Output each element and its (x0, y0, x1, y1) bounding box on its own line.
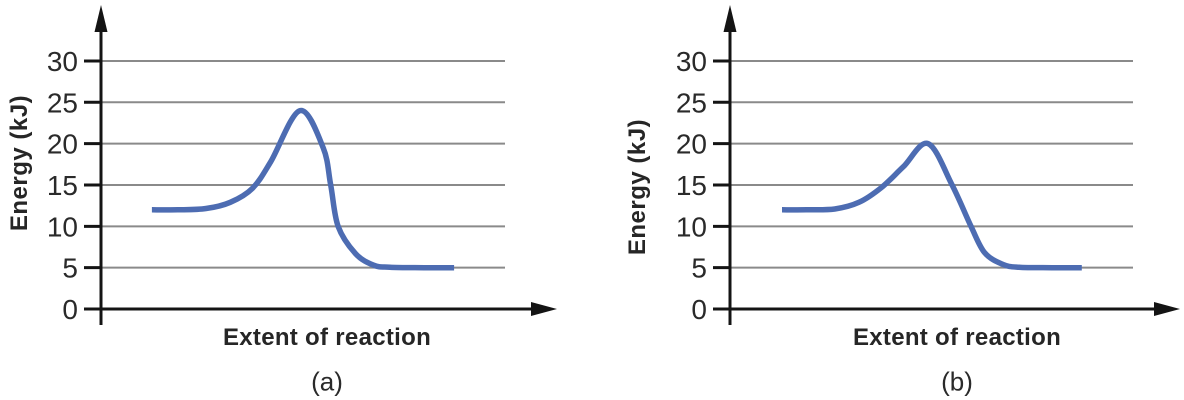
y-tick-label-10: 10 (47, 211, 78, 242)
y-tick-labels: 0 5 10 15 20 25 30 (676, 46, 707, 325)
gridlines (101, 59, 505, 269)
energy-curve (151, 107, 455, 271)
y-axis-arrowhead-icon (94, 5, 108, 32)
y-tick-label-5: 5 (62, 253, 78, 284)
y-tick-label-25: 25 (676, 87, 707, 118)
y-tick-label-30: 30 (676, 46, 707, 77)
y-tick-label-15: 15 (47, 170, 78, 201)
energy-diagram-a-plot: 0 5 10 15 20 25 30 (47, 5, 557, 325)
x-axis-arrowhead-icon (1154, 302, 1180, 316)
y-axis-arrowhead-icon (723, 5, 737, 32)
y-tick-label-0: 0 (691, 294, 707, 325)
gridlines (730, 59, 1133, 269)
energy-diagram-a: 0 5 10 15 20 25 30 Energy (kJ) Extent of react… (6, 5, 557, 397)
y-tick-label-30: 30 (47, 46, 78, 77)
energy-diagram-b: 0 5 10 15 20 25 30 Energy (kJ) Extent of react… (592, 0, 1184, 400)
y-tick-label-15: 15 (676, 170, 707, 201)
y-tick-label-20: 20 (676, 129, 707, 160)
x-axis-title: Extent of reaction (852, 324, 1062, 351)
y-tick-marks (84, 59, 101, 311)
y-tick-label-5: 5 (691, 253, 707, 284)
y-axis-title: Energy (kJ) (624, 118, 651, 256)
y-axis-title: Energy (kJ) (6, 94, 33, 232)
y-tick-label-10: 10 (676, 211, 707, 242)
y-tick-label-20: 20 (47, 129, 78, 160)
x-axis-title: Extent of reaction (222, 324, 432, 351)
chart-caption: (b) (941, 366, 973, 397)
y-tick-label-25: 25 (47, 87, 78, 118)
chart-caption: (a) (311, 366, 343, 397)
y-tick-label-0: 0 (62, 294, 78, 325)
y-tick-marks (713, 59, 730, 311)
y-tick-labels: 0 5 10 15 20 25 30 (47, 46, 78, 325)
energy-diagram-b-plot: 0 5 10 15 20 25 30 (676, 5, 1180, 325)
energy-curve (781, 140, 1082, 271)
x-axis-arrowhead-icon (531, 302, 557, 316)
